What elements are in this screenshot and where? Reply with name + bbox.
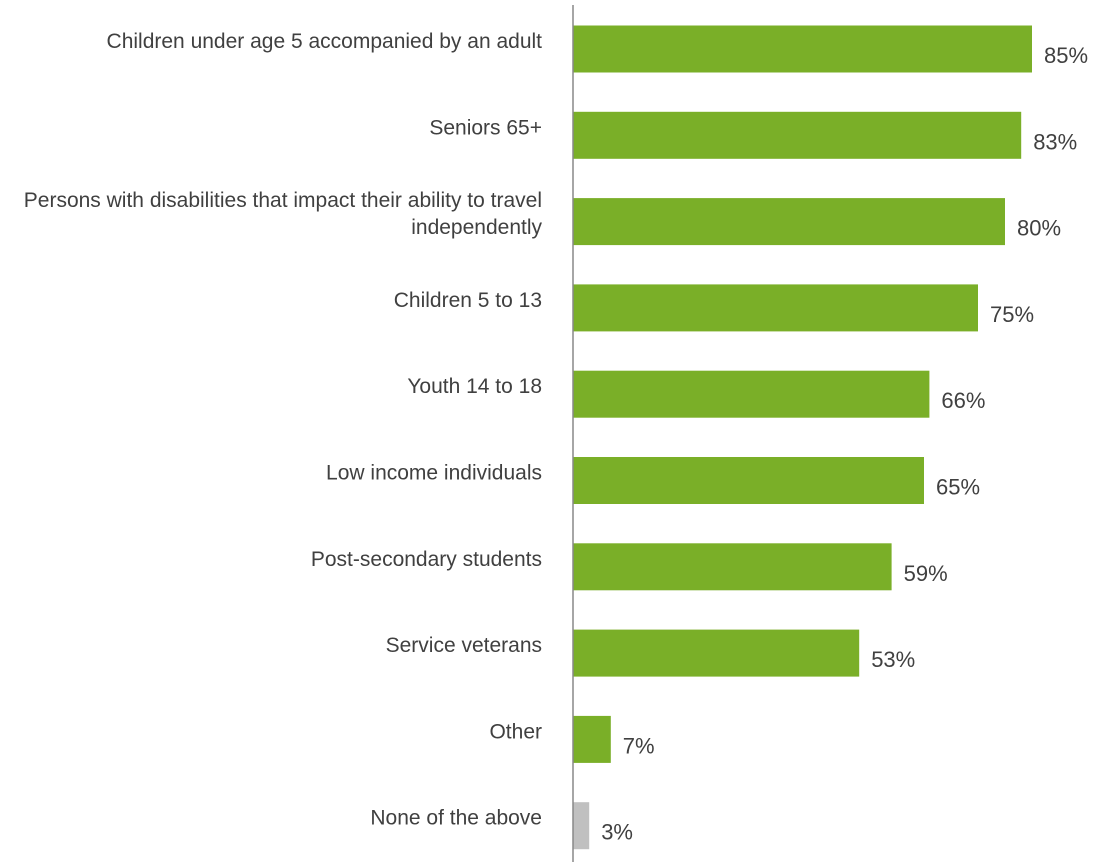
value-label: 53% — [871, 647, 915, 672]
value-label: 65% — [936, 475, 980, 500]
value-label: 75% — [990, 302, 1034, 327]
category-label: Seniors 65+ — [429, 116, 542, 139]
category-label: Children 5 to 13 — [394, 289, 542, 312]
value-label: 7% — [623, 733, 655, 758]
value-label: 80% — [1017, 216, 1061, 241]
value-label: 66% — [941, 388, 985, 413]
category-label: Children under age 5 accompanied by an a… — [107, 30, 543, 53]
value-label: 3% — [601, 820, 633, 845]
bar — [573, 370, 930, 418]
category-label: Low income individuals — [326, 462, 542, 485]
bar — [573, 198, 1005, 246]
bar — [573, 25, 1032, 73]
category-label: Service veterans — [386, 634, 542, 657]
bar — [573, 802, 590, 850]
bar — [573, 111, 1022, 159]
bar — [573, 629, 860, 677]
bar — [573, 457, 924, 504]
bar — [573, 543, 892, 591]
category-label: Youth 14 to 18 — [407, 375, 542, 398]
category-label: Other — [489, 720, 542, 743]
bar — [573, 284, 978, 332]
category-label: None of the above — [370, 807, 542, 830]
category-label: Post-secondary students — [311, 548, 542, 571]
category-label: Persons with disabilities that impact th… — [24, 189, 543, 239]
value-label: 59% — [904, 561, 948, 586]
bar — [573, 715, 611, 763]
value-label: 83% — [1033, 129, 1077, 154]
bars-layer — [573, 25, 1032, 850]
category-labels: Children under age 5 accompanied by an a… — [24, 30, 543, 830]
value-labels: 85% 83% 80% 75% 66% 65% 59% 53% 7% 3% — [601, 43, 1088, 845]
value-label: 85% — [1044, 43, 1088, 68]
